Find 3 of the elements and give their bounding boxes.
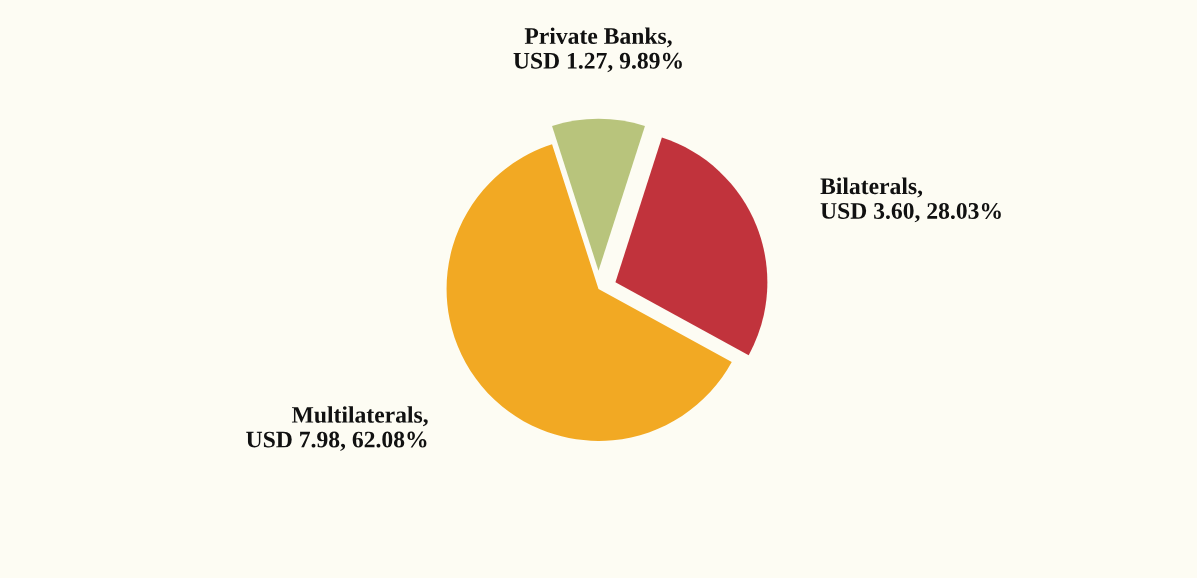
data-label: Multilaterals, USD 7.98, 62.08%	[246, 406, 428, 451]
data-label: Bilaterals, USD 3.60, 28.03%	[820, 177, 1001, 223]
data-label: Private Banks, USD 1.27, 9.89%	[513, 27, 682, 73]
